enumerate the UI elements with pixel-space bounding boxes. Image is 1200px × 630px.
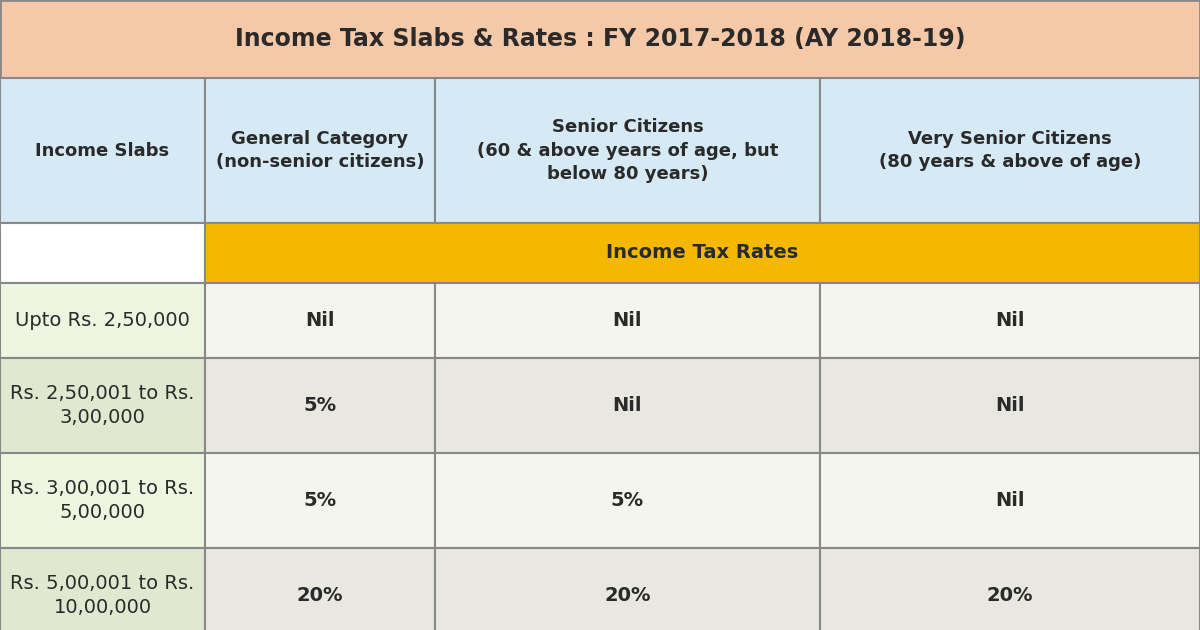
Bar bbox=[205, 453, 436, 548]
Bar bbox=[436, 358, 820, 453]
Bar bbox=[205, 358, 436, 453]
Text: 20%: 20% bbox=[296, 586, 343, 605]
Text: Senior Citizens
(60 & above years of age, but
below 80 years): Senior Citizens (60 & above years of age… bbox=[476, 118, 778, 183]
Text: Income Slabs: Income Slabs bbox=[36, 142, 169, 159]
Bar bbox=[0, 358, 205, 453]
Text: Upto Rs. 2,50,000: Upto Rs. 2,50,000 bbox=[16, 311, 190, 330]
Text: 5%: 5% bbox=[611, 491, 644, 510]
Text: 5%: 5% bbox=[304, 396, 336, 415]
Text: Nil: Nil bbox=[995, 396, 1025, 415]
Text: Rs. 3,00,001 to Rs.
5,00,000: Rs. 3,00,001 to Rs. 5,00,000 bbox=[11, 479, 194, 522]
Bar bbox=[436, 548, 820, 630]
Bar bbox=[436, 283, 820, 358]
Bar bbox=[205, 78, 436, 223]
Text: 5%: 5% bbox=[304, 491, 336, 510]
Bar bbox=[0, 453, 205, 548]
Bar bbox=[0, 548, 205, 630]
Text: 20%: 20% bbox=[986, 586, 1033, 605]
Bar bbox=[205, 283, 436, 358]
Bar bbox=[0, 0, 1200, 78]
Text: 20%: 20% bbox=[605, 586, 650, 605]
Text: Income Tax Slabs & Rates : FY 2017-2018 (AY 2018-19): Income Tax Slabs & Rates : FY 2017-2018 … bbox=[235, 27, 965, 51]
Text: Nil: Nil bbox=[995, 311, 1025, 330]
Bar bbox=[0, 78, 205, 223]
Text: Rs. 2,50,001 to Rs.
3,00,000: Rs. 2,50,001 to Rs. 3,00,000 bbox=[11, 384, 194, 427]
Text: General Category
(non-senior citizens): General Category (non-senior citizens) bbox=[216, 130, 425, 171]
Text: Very Senior Citizens
(80 years & above of age): Very Senior Citizens (80 years & above o… bbox=[878, 130, 1141, 171]
Text: Nil: Nil bbox=[613, 396, 642, 415]
Text: Nil: Nil bbox=[995, 491, 1025, 510]
Text: Nil: Nil bbox=[305, 311, 335, 330]
Bar bbox=[820, 358, 1200, 453]
Bar bbox=[0, 283, 205, 358]
Bar bbox=[205, 223, 1200, 283]
Text: Rs. 5,00,001 to Rs.
10,00,000: Rs. 5,00,001 to Rs. 10,00,000 bbox=[11, 575, 194, 617]
Text: Income Tax Rates: Income Tax Rates bbox=[606, 244, 799, 263]
Bar bbox=[436, 453, 820, 548]
Bar bbox=[0, 223, 205, 283]
Bar bbox=[436, 78, 820, 223]
Bar bbox=[820, 548, 1200, 630]
Text: Nil: Nil bbox=[613, 311, 642, 330]
Bar bbox=[820, 453, 1200, 548]
Bar bbox=[820, 78, 1200, 223]
Bar bbox=[820, 283, 1200, 358]
Bar bbox=[205, 548, 436, 630]
